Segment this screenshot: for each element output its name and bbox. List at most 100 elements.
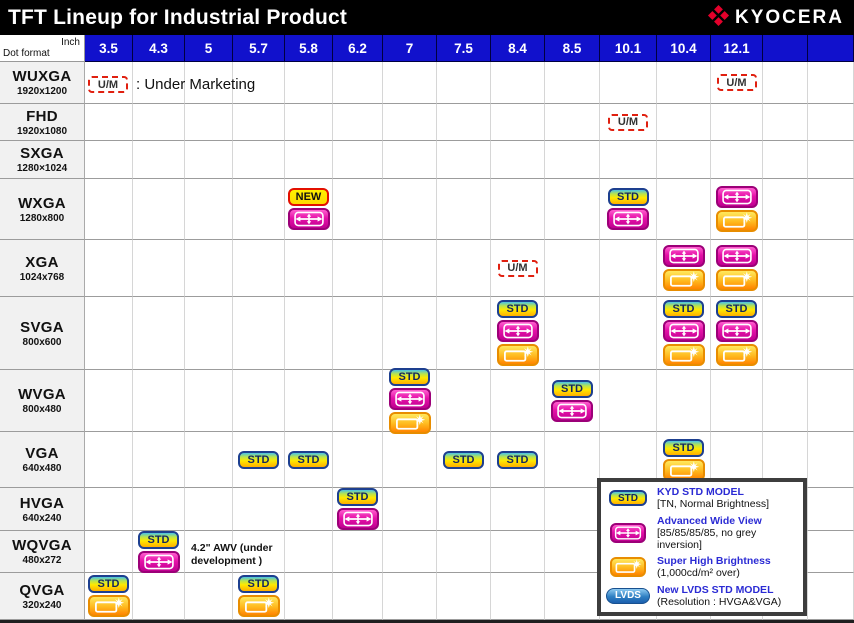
column-header-4.3: 4.3	[133, 35, 185, 62]
row-label-fhd: FHD 1920x1080	[0, 104, 85, 141]
empty-cell	[808, 488, 854, 531]
cell-xga-4.3	[133, 240, 185, 297]
super-high-brightness-icon	[87, 595, 130, 617]
row-label-xga: XGA 1024x768	[0, 240, 85, 297]
cell-wuxga-5	[185, 62, 233, 104]
empty-cell	[763, 240, 808, 297]
corner-dotformat-label: Dot format	[3, 48, 50, 59]
std-badge: STD	[238, 450, 279, 469]
cell-hvga-8.4	[491, 488, 545, 531]
marker-stack: STD	[336, 488, 379, 530]
cell-vga-7	[383, 432, 437, 488]
cell-fhd-12.1	[711, 104, 763, 141]
std-badge: STD	[607, 188, 649, 206]
cell-sxga-8.5	[545, 141, 600, 179]
format-name: SVGA	[20, 318, 64, 336]
row-label-qvga: QVGA 320x240	[0, 573, 85, 620]
column-header-empty	[808, 35, 854, 62]
marker-stack	[662, 245, 705, 291]
cell-svga-6.2	[333, 297, 383, 370]
empty-cell	[808, 573, 854, 620]
marker-stack: STD	[551, 379, 593, 422]
cell-wxga-5.7	[233, 179, 285, 240]
cell-fhd-10.1: U/M	[600, 104, 657, 141]
cell-wqvga-7	[383, 531, 437, 573]
um-badge: U/M	[88, 76, 128, 93]
cell-xga-7.5	[437, 240, 491, 297]
cell-hvga-7	[383, 488, 437, 531]
cell-wqvga-4.3: STD	[133, 530, 185, 573]
marker-stack: U/M	[497, 259, 538, 277]
cell-wxga-5	[185, 179, 233, 240]
cell-sxga-8.4	[491, 141, 545, 179]
cell-wvga-3.5	[85, 370, 133, 432]
cell-hvga-4.3	[133, 488, 185, 531]
format-resolution: 1280×1024	[16, 163, 68, 174]
cell-wvga-5.8	[285, 370, 333, 432]
cell-wqvga-8.5	[545, 531, 600, 573]
marker-stack: STD	[237, 575, 280, 617]
cell-hvga-8.5	[545, 488, 600, 531]
cell-svga-8.4: STD	[491, 297, 545, 370]
cell-wqvga-5.7	[233, 531, 285, 573]
cell-qvga-7.5	[437, 573, 491, 620]
um-badge: U/M	[497, 259, 538, 277]
cell-svga-7	[383, 297, 437, 370]
cell-xga-8.5	[545, 240, 600, 297]
cell-qvga-4.3	[133, 573, 185, 620]
std-badge: STD	[606, 490, 650, 506]
legend-desc: [TN, Normal Brightness]	[657, 498, 770, 510]
marker-stack: STD	[87, 575, 130, 617]
row-label-vga: VGA 640x480	[0, 432, 85, 488]
marker-stack: STD	[388, 367, 431, 434]
cell-wuxga-8.5	[545, 62, 600, 104]
cell-fhd-7	[383, 104, 437, 141]
advanced-wide-view-icon	[715, 245, 758, 267]
cell-svga-10.4: STD	[657, 297, 711, 370]
super-high-brightness-icon	[662, 269, 705, 291]
cell-xga-5.7	[233, 240, 285, 297]
cell-fhd-4.3	[133, 104, 185, 141]
cell-wuxga-7	[383, 62, 437, 104]
super-high-brightness-icon	[715, 269, 758, 291]
cell-wxga-5.8: NEW	[285, 179, 333, 240]
cell-qvga-3.5: STD	[85, 573, 133, 620]
cell-sxga-5.8	[285, 141, 333, 179]
column-header-7.5: 7.5	[437, 35, 491, 62]
cell-wqvga-3.5	[85, 531, 133, 573]
empty-cell	[808, 240, 854, 297]
column-header-10.4: 10.4	[657, 35, 711, 62]
column-header-empty	[763, 35, 808, 62]
std-badge: STD	[337, 488, 378, 506]
cell-qvga-7	[383, 573, 437, 620]
cell-qvga-5	[185, 573, 233, 620]
advanced-wide-view-icon	[336, 508, 379, 530]
cell-wvga-5.7	[233, 370, 285, 432]
cell-xga-7	[383, 240, 437, 297]
std-badge: STD	[389, 367, 430, 386]
cell-vga-7.5: STD	[437, 432, 491, 488]
cell-wxga-10.4	[657, 179, 711, 240]
legend-item: Advanced Wide View [85/85/85/85, no grey…	[606, 515, 798, 551]
cell-svga-12.1: STD	[711, 297, 763, 370]
std-badge: STD	[609, 490, 647, 506]
lineup-table: Inch Dot format 3.5 4.3 5 5.7 5.8 6.2 7 7.5 8.4 8.5…	[0, 35, 854, 623]
format-resolution: 800x600	[22, 336, 62, 348]
std-badge: STD	[288, 450, 329, 469]
cell-wxga-7	[383, 179, 437, 240]
corner-header: Inch Dot format	[0, 35, 85, 62]
cell-fhd-5.7	[233, 104, 285, 141]
legend-item: LVDS New LVDS STD MODEL (Resolution : HV…	[606, 584, 798, 608]
legend-title: Super High Brightness	[657, 555, 771, 568]
cell-hvga-7.5	[437, 488, 491, 531]
cell-wvga-8.5: STD	[545, 370, 600, 432]
empty-cell	[763, 141, 808, 179]
cell-wuxga-5.7	[233, 62, 285, 104]
cell-fhd-6.2	[333, 104, 383, 141]
cell-sxga-10.1	[600, 141, 657, 179]
cell-wxga-4.3	[133, 179, 185, 240]
cell-fhd-8.5	[545, 104, 600, 141]
std-badge: STD	[238, 575, 279, 593]
cell-wuxga-4.3	[133, 62, 185, 104]
